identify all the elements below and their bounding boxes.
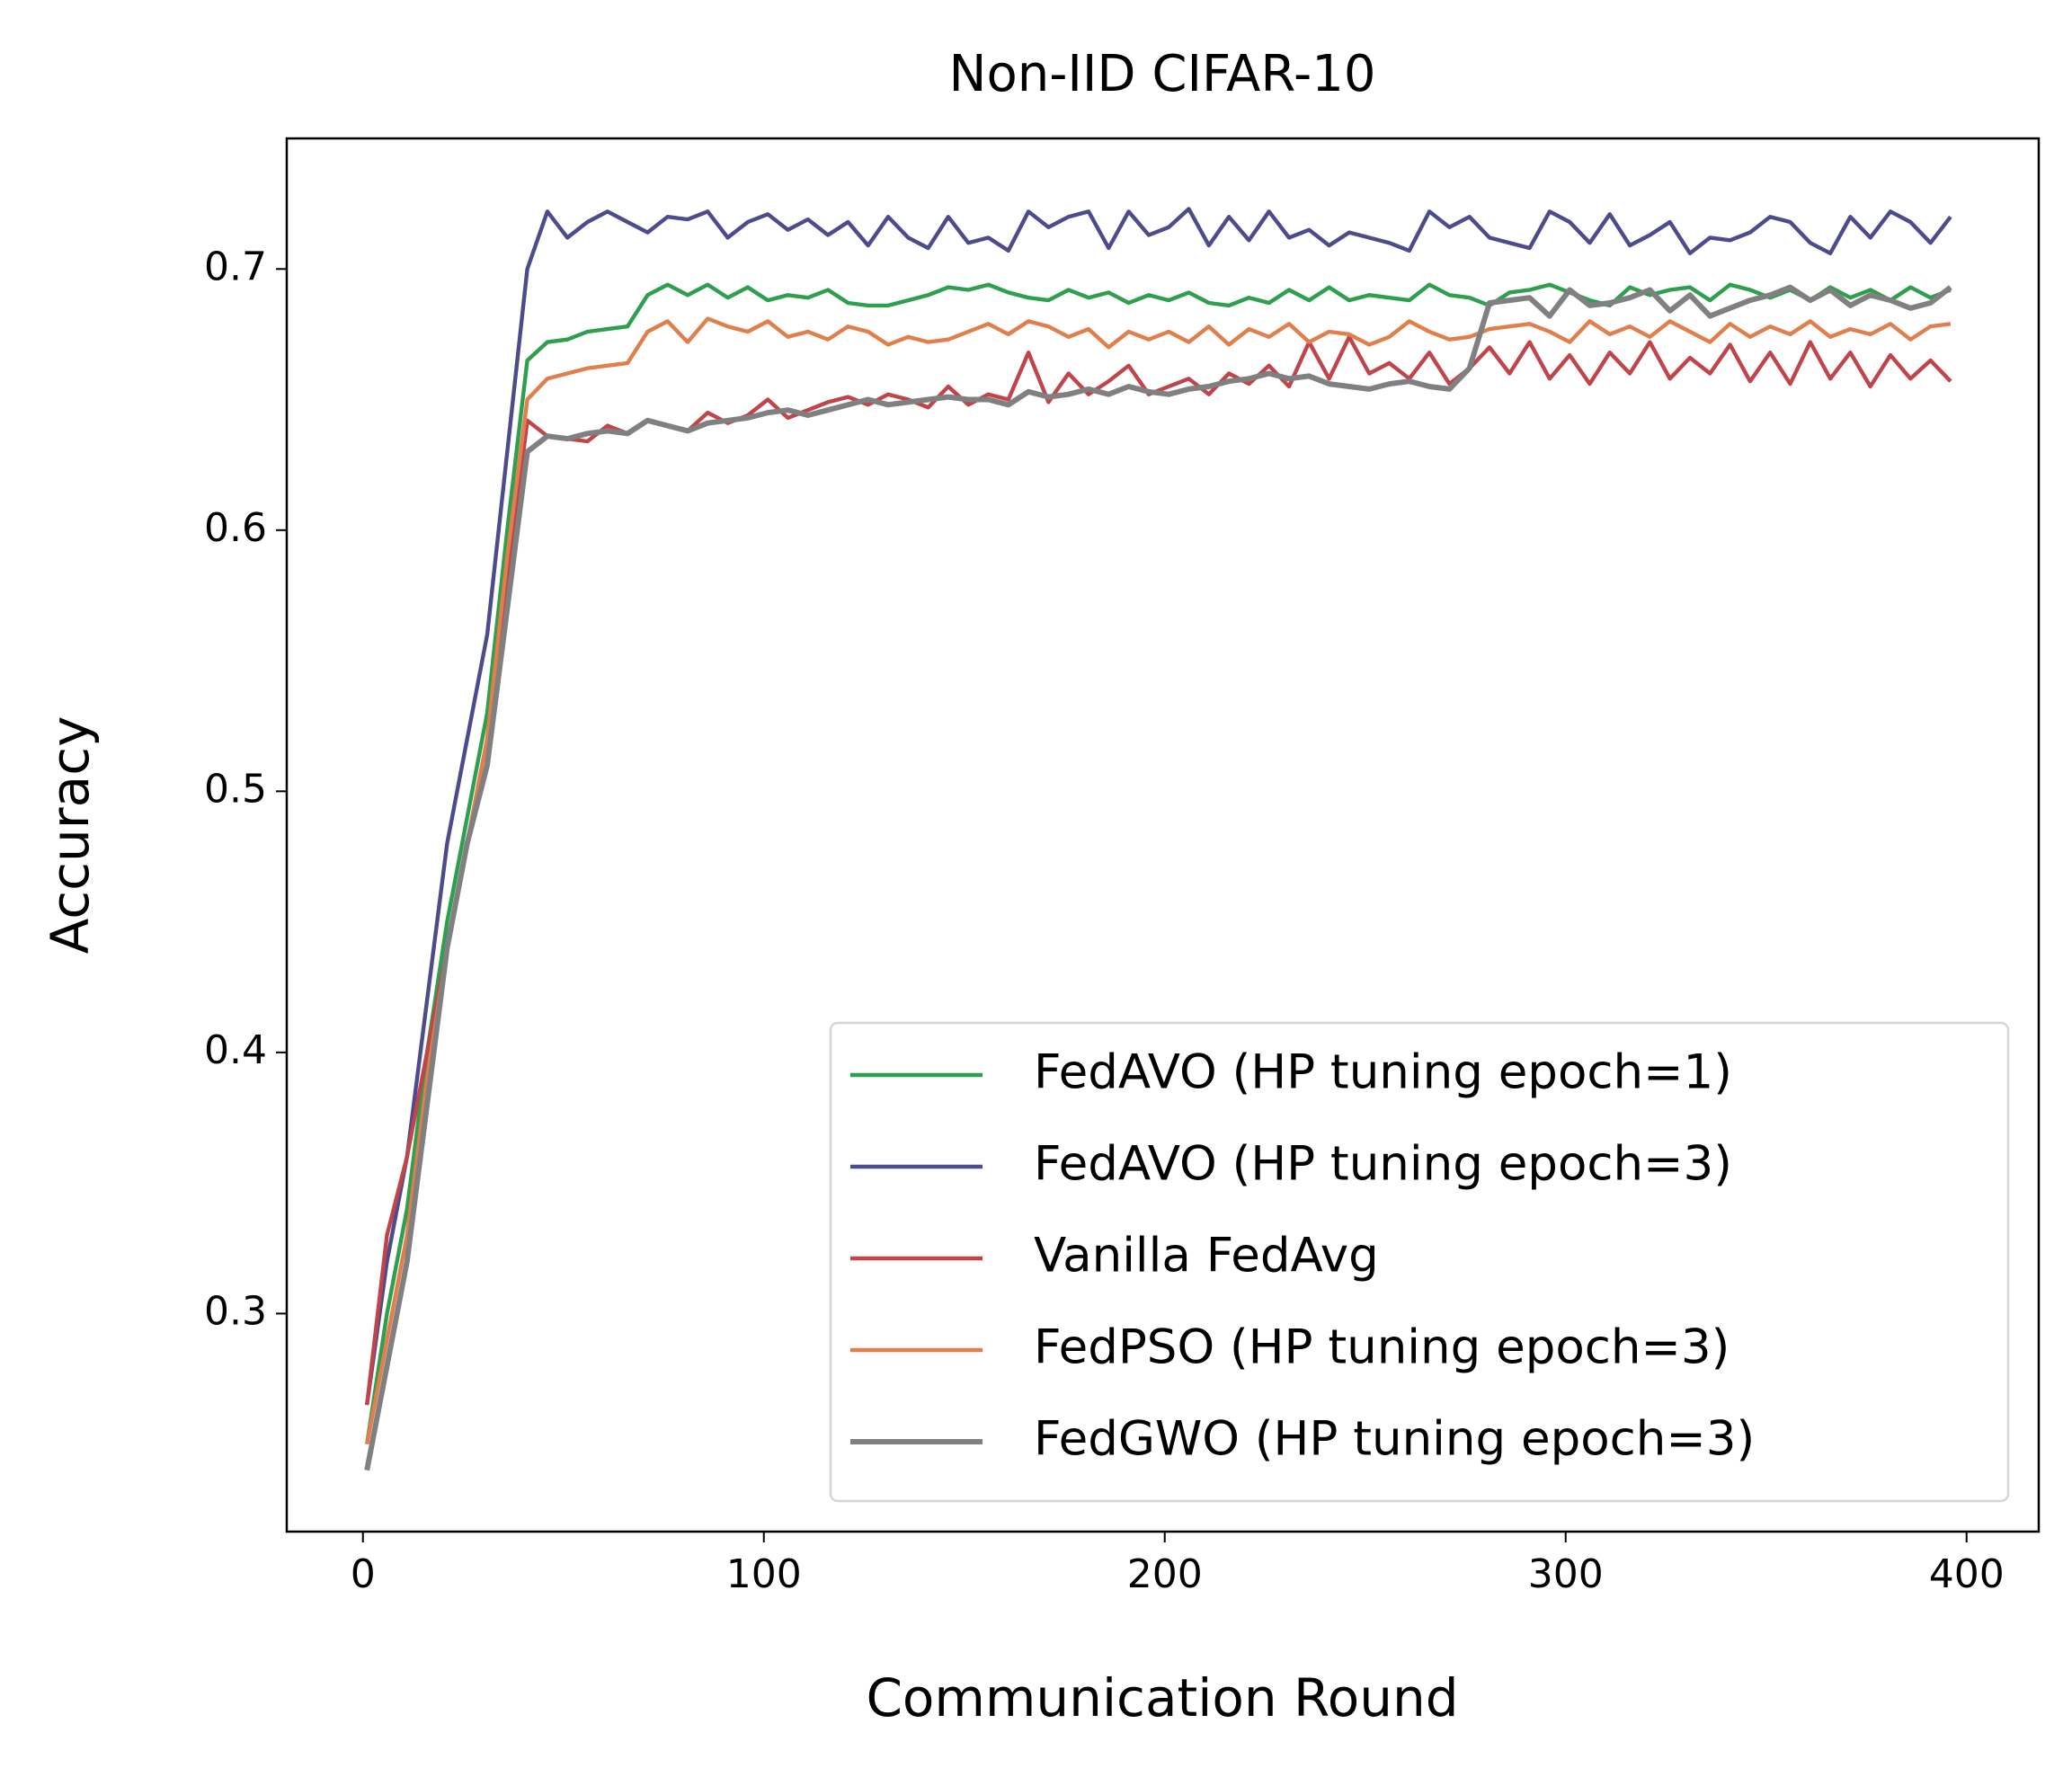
series-line xyxy=(365,207,1952,1406)
x-tick-label: 400 xyxy=(1929,1551,2005,1597)
x-tick-label: 200 xyxy=(1127,1551,1203,1597)
legend-label: FedPSO (HP tuning epoch=3) xyxy=(1034,1320,1730,1375)
legend-label: FedAVO (HP tuning epoch=3) xyxy=(1034,1137,1732,1192)
series-line xyxy=(365,316,1952,1445)
x-tick-label: 100 xyxy=(726,1551,802,1597)
legend-label: Vanilla FedAvg xyxy=(1034,1229,1379,1284)
series-line xyxy=(364,284,1952,1471)
y-tick-label: 0.4 xyxy=(204,1027,267,1073)
y-tick-label: 0.7 xyxy=(204,244,267,289)
x-axis-label: Communication Round xyxy=(866,1667,1458,1728)
legend-label: FedGWO (HP tuning epoch=3) xyxy=(1034,1412,1755,1467)
chart-title: Non-IID CIFAR-10 xyxy=(949,45,1376,103)
y-axis-label: Accuracy xyxy=(40,716,101,955)
plot-frame xyxy=(285,137,2041,1533)
y-tick-label: 0.3 xyxy=(204,1288,267,1334)
series-line xyxy=(365,282,1952,1445)
x-tick-label: 300 xyxy=(1528,1551,1604,1597)
legend-box xyxy=(829,1021,2010,1503)
y-tick-label: 0.6 xyxy=(204,505,267,551)
x-tick-label: 0 xyxy=(351,1551,376,1597)
legend-label: FedAVO (HP tuning epoch=1) xyxy=(1034,1045,1732,1100)
y-tick-label: 0.5 xyxy=(204,766,267,812)
